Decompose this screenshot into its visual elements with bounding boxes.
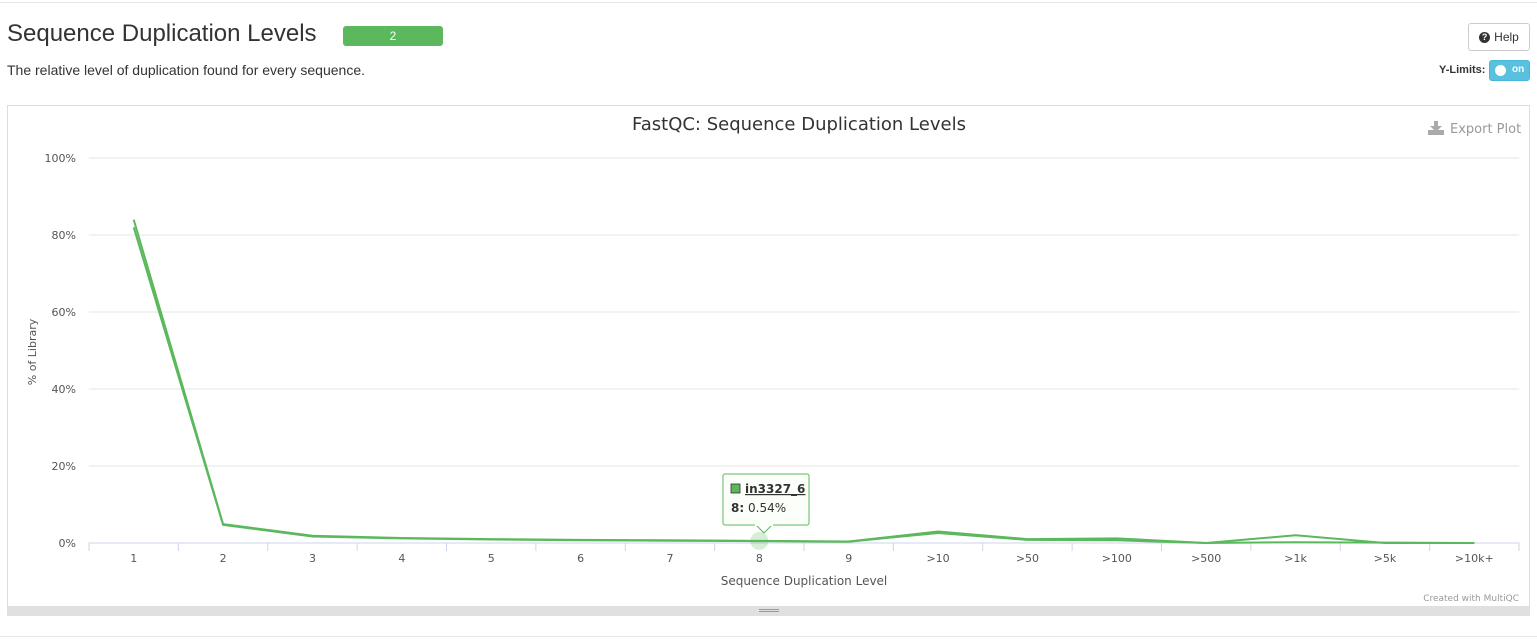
y-tick-label: 100% bbox=[45, 152, 76, 165]
x-axis: 1 2 3 4 5 6 7 8 9 >10 >50 >100 >500 >1k >5k >10k+ bbox=[89, 543, 1519, 565]
export-plot-button[interactable]: Export Plot bbox=[1428, 121, 1521, 137]
x-tick-label: >10k+ bbox=[1455, 552, 1494, 565]
x-axis-label: Sequence Duplication Level bbox=[721, 574, 888, 588]
download-icon bbox=[1428, 121, 1444, 135]
y-tick-label: 80% bbox=[52, 229, 76, 242]
tooltip-x: 8 bbox=[731, 501, 739, 515]
x-tick-label: 1 bbox=[130, 552, 137, 565]
resize-handle[interactable] bbox=[7, 606, 1530, 616]
x-tick-label: 3 bbox=[309, 552, 316, 565]
export-plot-label: Export Plot bbox=[1450, 122, 1521, 137]
tooltip-swatch bbox=[731, 484, 740, 493]
x-tick-label: 8 bbox=[756, 552, 763, 565]
x-tick-label: 4 bbox=[398, 552, 405, 565]
created-with-credit: Created with MultiQC bbox=[1423, 594, 1519, 604]
y-axis-label: % of Library bbox=[26, 318, 39, 385]
resize-grip-icon bbox=[759, 609, 779, 610]
y-tick-label: 20% bbox=[52, 460, 76, 473]
y-tick-label: 40% bbox=[52, 383, 76, 396]
x-tick-label: 6 bbox=[577, 552, 584, 565]
tooltip-colon: : bbox=[739, 501, 744, 515]
x-tick-label: 2 bbox=[220, 552, 227, 565]
y-axis-ticks: 0% 20% 40% 60% 80% 100% bbox=[45, 152, 76, 550]
x-tick-label: 9 bbox=[845, 552, 852, 565]
tooltip: in3327_6 8: 0.54% bbox=[723, 474, 809, 533]
x-tick-label: 5 bbox=[488, 552, 495, 565]
tooltip-sample: in3327_6 bbox=[745, 482, 805, 497]
y-tick-label: 0% bbox=[59, 537, 76, 550]
svg-text:8: 0.54%: 8: 0.54% bbox=[731, 501, 786, 515]
x-tick-label: >100 bbox=[1102, 552, 1132, 565]
x-tick-label: 7 bbox=[666, 552, 673, 565]
bottom-divider bbox=[0, 636, 1537, 637]
x-tick-label: >5k bbox=[1374, 552, 1397, 565]
x-tick-label: >50 bbox=[1016, 552, 1039, 565]
x-tick-label: >500 bbox=[1191, 552, 1221, 565]
y-tick-label: 60% bbox=[52, 306, 76, 319]
grid-lines bbox=[89, 158, 1519, 466]
chart-title: FastQC: Sequence Duplication Levels bbox=[632, 114, 966, 135]
x-tick-label: >10 bbox=[926, 552, 949, 565]
x-tick-label: >1k bbox=[1284, 552, 1307, 565]
hover-point bbox=[750, 532, 768, 550]
tooltip-value: 0.54% bbox=[748, 501, 786, 515]
